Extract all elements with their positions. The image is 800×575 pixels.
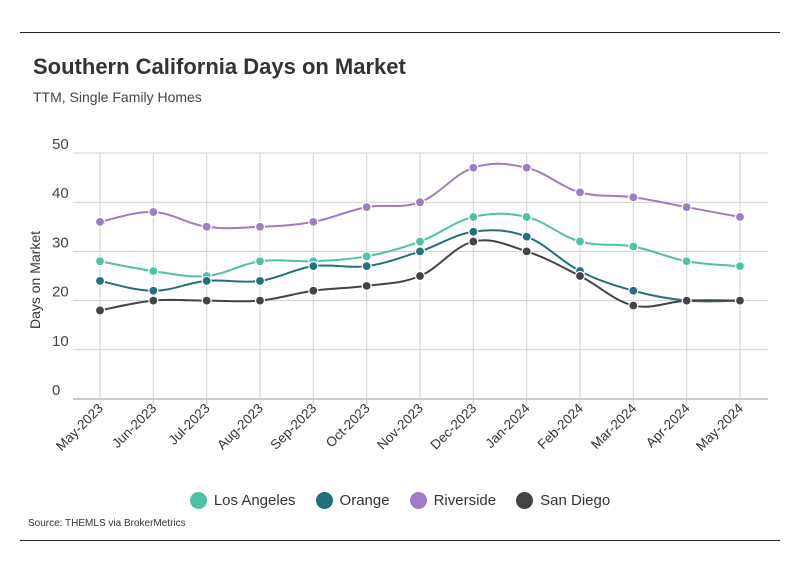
- legend-item-riverside: Riverside: [409, 492, 497, 509]
- data-point-san-diego: [308, 285, 319, 296]
- x-tick-label: Feb-2024: [535, 400, 587, 452]
- data-point-los-angeles: [628, 241, 639, 252]
- data-point-los-angeles: [521, 211, 532, 223]
- data-point-los-angeles: [468, 211, 479, 223]
- data-point-san-diego: [734, 295, 746, 306]
- data-point-san-diego: [361, 280, 372, 291]
- data-point-orange: [254, 275, 266, 287]
- data-point-san-diego: [681, 295, 692, 306]
- x-tick-label: Jul-2023: [166, 401, 213, 448]
- legend-swatch-riverside: [409, 492, 427, 509]
- data-point-riverside: [628, 192, 639, 203]
- data-point-riverside: [361, 202, 372, 213]
- y-axis-title: Days on Market: [27, 231, 43, 329]
- y-tick-label: 0: [52, 382, 60, 399]
- x-tick-label: Dec-2023: [427, 401, 479, 453]
- data-point-san-diego: [574, 270, 586, 282]
- data-point-los-angeles: [254, 256, 266, 267]
- y-tick-label: 20: [52, 284, 69, 301]
- chart-title: Southern California Days on Market: [33, 54, 406, 79]
- x-tick-label: Oct-2023: [323, 401, 373, 451]
- y-tick-label: 30: [52, 234, 69, 251]
- data-point-los-angeles: [361, 251, 372, 262]
- data-point-orange: [468, 226, 479, 237]
- x-tick-label: Aug-2023: [214, 401, 266, 453]
- data-point-los-angeles: [734, 261, 746, 272]
- data-point-san-diego: [201, 295, 212, 306]
- data-point-riverside: [574, 187, 586, 198]
- data-point-orange: [94, 275, 106, 287]
- legend-swatch-orange: [315, 492, 333, 509]
- data-point-orange: [628, 285, 639, 296]
- legend-item-los-angeles: Los Angeles: [189, 492, 296, 509]
- data-point-orange: [148, 285, 159, 296]
- data-point-san-diego: [94, 305, 106, 316]
- legend-label: Orange: [339, 492, 390, 509]
- data-point-los-angeles: [681, 256, 692, 267]
- x-tick-label: May-2023: [53, 401, 106, 454]
- data-point-riverside: [521, 162, 532, 173]
- data-point-orange: [414, 246, 426, 257]
- bottom-rule: [20, 540, 780, 541]
- data-point-los-angeles: [148, 265, 159, 277]
- data-point-riverside: [254, 221, 266, 232]
- data-point-riverside: [308, 216, 319, 227]
- data-point-los-angeles: [94, 256, 106, 267]
- data-point-san-diego: [521, 246, 532, 257]
- data-point-san-diego: [254, 295, 266, 306]
- data-point-orange: [201, 275, 212, 287]
- x-tick-label: Jun-2023: [109, 401, 159, 451]
- top-rule: [20, 32, 780, 33]
- legend-item-orange: Orange: [315, 492, 390, 509]
- legend-swatch-los-angeles: [189, 492, 207, 509]
- data-point-san-diego: [414, 270, 426, 282]
- x-tick-label: Apr-2024: [643, 400, 693, 450]
- data-point-orange: [521, 231, 532, 242]
- x-tick-label: Mar-2024: [588, 400, 640, 452]
- x-tick-label: Jan-2024: [482, 400, 533, 451]
- data-point-riverside: [414, 197, 426, 208]
- data-point-riverside: [94, 216, 106, 227]
- x-tick-label: Sep-2023: [267, 401, 319, 453]
- y-tick-label: 50: [52, 136, 69, 153]
- data-point-orange: [361, 261, 372, 272]
- x-tick-label: Nov-2023: [374, 401, 426, 453]
- legend-item-san-diego: San Diego: [516, 492, 610, 509]
- source-note: Source: THEMLS via BrokerMetrics: [28, 518, 186, 529]
- y-tick-label: 10: [52, 333, 69, 350]
- data-point-riverside: [201, 221, 212, 232]
- data-point-san-diego: [148, 295, 159, 306]
- data-point-orange: [308, 261, 319, 272]
- data-point-riverside: [468, 162, 479, 173]
- data-point-riverside: [148, 206, 159, 218]
- legend: Los Angeles Orange Riverside San Diego: [0, 492, 800, 509]
- data-point-san-diego: [468, 236, 479, 247]
- data-point-riverside: [734, 211, 746, 223]
- data-point-los-angeles: [574, 236, 586, 247]
- legend-label: San Diego: [540, 492, 611, 509]
- legend-swatch-san-diego: [516, 492, 534, 509]
- legend-label: Riverside: [433, 492, 497, 509]
- y-tick-label: 40: [52, 185, 69, 202]
- legend-label: Los Angeles: [213, 492, 296, 509]
- x-tick-label: May-2024: [693, 400, 746, 453]
- chart-subtitle: TTM, Single Family Homes: [33, 89, 202, 105]
- data-point-san-diego: [628, 300, 639, 311]
- data-point-riverside: [681, 202, 692, 213]
- data-point-los-angeles: [414, 236, 426, 247]
